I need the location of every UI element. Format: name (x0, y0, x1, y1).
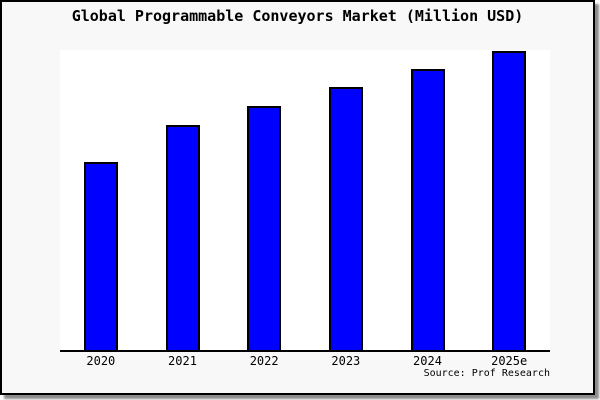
bar-2024 (410, 69, 445, 350)
chart-title: Global Programmable Conveyors Market (Mi… (71, 7, 524, 25)
x-tick-label-2025e: 2025e (491, 354, 528, 368)
bar-2021 (165, 125, 200, 350)
plot-area (60, 50, 550, 352)
x-tick-label-2023: 2023 (331, 354, 361, 368)
bar-2020 (83, 162, 118, 350)
bar-2025e (492, 51, 527, 350)
bar-2023 (328, 87, 363, 350)
x-tick-label-2020: 2020 (86, 354, 116, 368)
source-note: Source: Prof Research (423, 368, 550, 379)
x-tick-label-2024: 2024 (413, 354, 442, 368)
x-tick-label-2021: 2021 (168, 354, 197, 368)
x-tick-label-2022: 2022 (249, 354, 279, 368)
x-axis-labels: 2020 2021 2022 2023 2024 2025e (60, 354, 550, 370)
bar-2022 (247, 106, 282, 350)
chart-window: Global Programmable Conveyors Market (Mi… (0, 0, 595, 395)
